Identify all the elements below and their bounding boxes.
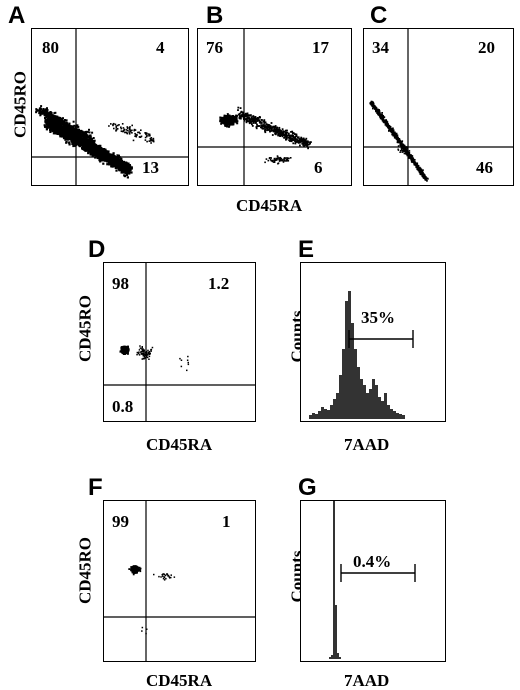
scatter-plot-c: 34 20 46	[363, 28, 514, 186]
scatter-plot-d: 98 1.2 0.8	[103, 262, 256, 422]
quadrant-lower-right-c: 46	[476, 159, 493, 176]
panel-letter-c: C	[370, 4, 387, 28]
quadrant-upper-left-b: 76	[206, 39, 223, 56]
quadrant-upper-left-d: 98	[112, 275, 129, 292]
panel-letter-a: A	[8, 4, 25, 28]
panel-letter-b: B	[206, 4, 223, 28]
x-axis-label-f: CD45RA	[146, 672, 212, 689]
quadrant-upper-right-c: 20	[478, 39, 495, 56]
scatter-points-f	[128, 565, 175, 634]
quadrant-lower-right-a: 13	[142, 159, 159, 176]
x-axis-label-d: CD45RA	[146, 436, 212, 453]
histogram-g-canvas	[301, 501, 445, 661]
gate-label-g: 0.4%	[353, 553, 391, 570]
quadrant-upper-right-a: 4	[156, 39, 165, 56]
quadrant-upper-left-c: 34	[372, 39, 389, 56]
histogram-e-canvas	[301, 263, 445, 421]
y-axis-label-a: CD45RO	[12, 65, 29, 145]
x-axis-label-e: 7AAD	[344, 436, 389, 453]
scatter-plot-a: 80 4 13	[31, 28, 189, 186]
y-axis-label-f: CD45RO	[77, 526, 94, 616]
quadrant-upper-right-f: 1	[222, 513, 231, 530]
x-axis-label-g: 7AAD	[344, 672, 389, 689]
panel-letter-f: F	[88, 476, 103, 500]
histogram-g: 0.4%	[300, 500, 446, 662]
quadrant-upper-left-f: 99	[112, 513, 129, 530]
quadrant-lower-left-d: 0.8	[112, 398, 133, 415]
quadrant-upper-left-a: 80	[42, 39, 59, 56]
y-axis-label-d: CD45RO	[77, 284, 94, 374]
quadrant-upper-right-b: 17	[312, 39, 329, 56]
quadrant-upper-right-d: 1.2	[208, 275, 229, 292]
panel-letter-e: E	[298, 238, 314, 262]
panel-letter-g: G	[298, 476, 317, 500]
histogram-bars-g	[329, 501, 341, 659]
histogram-e: 35%	[300, 262, 446, 422]
scatter-plot-f: 99 1	[103, 500, 256, 662]
x-axis-label-b: CD45RA	[236, 197, 302, 214]
quadrant-lower-right-b: 6	[314, 159, 323, 176]
scatter-points-d	[120, 345, 190, 371]
gate-label-e: 35%	[361, 309, 395, 326]
scatter-plot-b: 76 17 6	[197, 28, 352, 186]
panel-letter-d: D	[88, 238, 105, 262]
scatter-points-a	[35, 105, 154, 178]
scatter-points-b	[219, 107, 312, 165]
scatter-points-c	[369, 101, 428, 182]
